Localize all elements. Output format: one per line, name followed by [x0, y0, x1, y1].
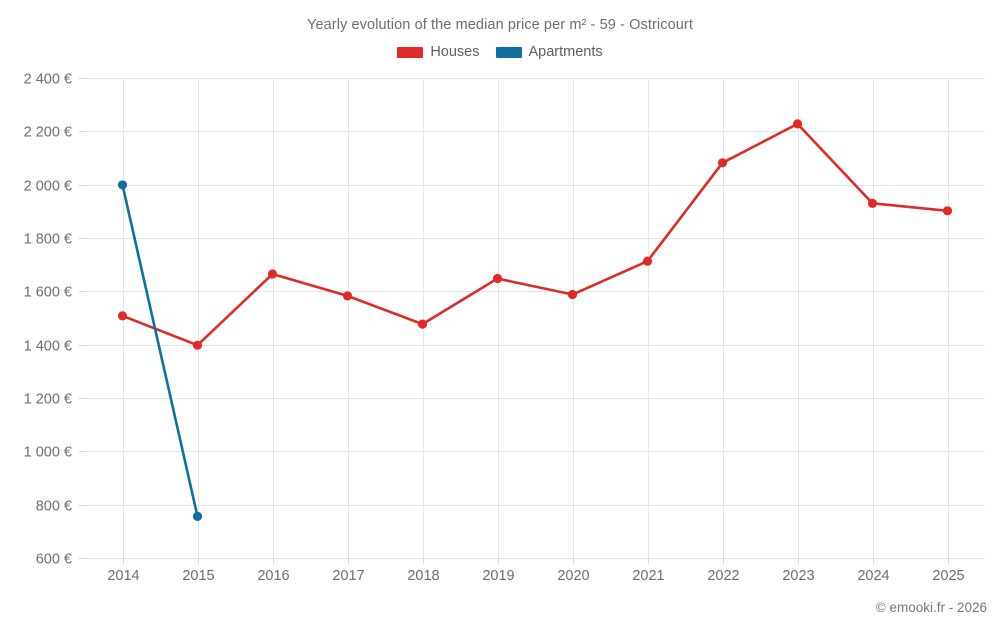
y-axis-tick-label: 1 800 €	[24, 232, 72, 248]
legend-swatch-apartments	[495, 46, 522, 58]
x-axis-tick-label: 2024	[857, 568, 889, 584]
x-grid-lines	[123, 78, 949, 558]
x-axis-tick-label: 2014	[107, 568, 139, 584]
series-line-houses	[121, 122, 949, 347]
y-axis-tick-label: 1 000 €	[24, 445, 72, 461]
series-line-apartments	[121, 183, 199, 518]
data-point-houses[interactable]	[642, 256, 653, 266]
data-point-houses[interactable]	[792, 119, 803, 129]
legend-item-houses[interactable]: Houses	[397, 44, 480, 60]
x-axis-tick-label: 2016	[257, 568, 289, 584]
y-axis-labels: 600 € 800 € 1 000 € 1 200 € 1 400 € 1 600 € 1 …	[24, 72, 72, 568]
x-axis-tick-label: 2025	[932, 568, 964, 584]
x-axis-tick-label: 2023	[782, 568, 814, 584]
x-axis-tick-label: 2015	[182, 568, 214, 584]
data-point-houses[interactable]	[717, 158, 728, 168]
legend-item-apartments[interactable]: Apartments	[495, 44, 603, 60]
data-point-houses[interactable]	[267, 269, 278, 279]
x-axis-tick-label: 2021	[632, 568, 664, 584]
legend-label-apartments: Apartments	[528, 44, 603, 60]
legend-swatch-houses	[397, 46, 424, 58]
x-axis-tick-label: 2020	[557, 568, 589, 584]
x-axis-tick-label: 2022	[707, 568, 739, 584]
y-axis-tick-label: 2 000 €	[24, 179, 72, 195]
data-point-houses[interactable]	[117, 311, 128, 321]
data-point-houses[interactable]	[342, 291, 353, 301]
y-axis-tick-label: 600 €	[36, 552, 72, 568]
x-axis-tick-label: 2018	[407, 568, 439, 584]
data-point-houses[interactable]	[417, 319, 428, 329]
y-axis-tick-label: 1 400 €	[24, 339, 72, 355]
y-axis-tick-label: 1 600 €	[24, 285, 72, 301]
data-point-houses[interactable]	[567, 289, 578, 300]
x-axis-tick-label: 2017	[332, 568, 364, 584]
y-grid-lines	[79, 78, 985, 559]
data-point-apartments[interactable]	[117, 180, 128, 190]
y-axis-tick-label: 1 200 €	[24, 392, 72, 408]
data-point-apartments[interactable]	[192, 511, 203, 521]
data-point-houses[interactable]	[942, 206, 953, 216]
chart-legend: Houses Apartments	[0, 45, 1000, 60]
series-lines	[121, 122, 949, 518]
x-axis-labels: 2014 2015 2016 2017 2018 2019 2020 2021 2022 2023…	[107, 568, 964, 584]
legend-label-houses: Houses	[430, 44, 480, 60]
x-axis-tick-label: 2019	[482, 568, 514, 584]
chart-title: Yearly evolution of the median price per…	[307, 17, 693, 33]
data-point-houses[interactable]	[492, 273, 503, 284]
y-axis-tick-label: 2 400 €	[24, 72, 72, 88]
y-axis-tick-label: 2 200 €	[24, 125, 72, 141]
copyright-credit: © emooki.fr - 2026	[875, 600, 987, 615]
data-point-houses[interactable]	[867, 198, 878, 208]
data-point-houses[interactable]	[192, 340, 203, 350]
series-points	[117, 119, 953, 521]
x-tick-marks	[123, 558, 949, 564]
y-axis-tick-label: 800 €	[36, 499, 72, 515]
